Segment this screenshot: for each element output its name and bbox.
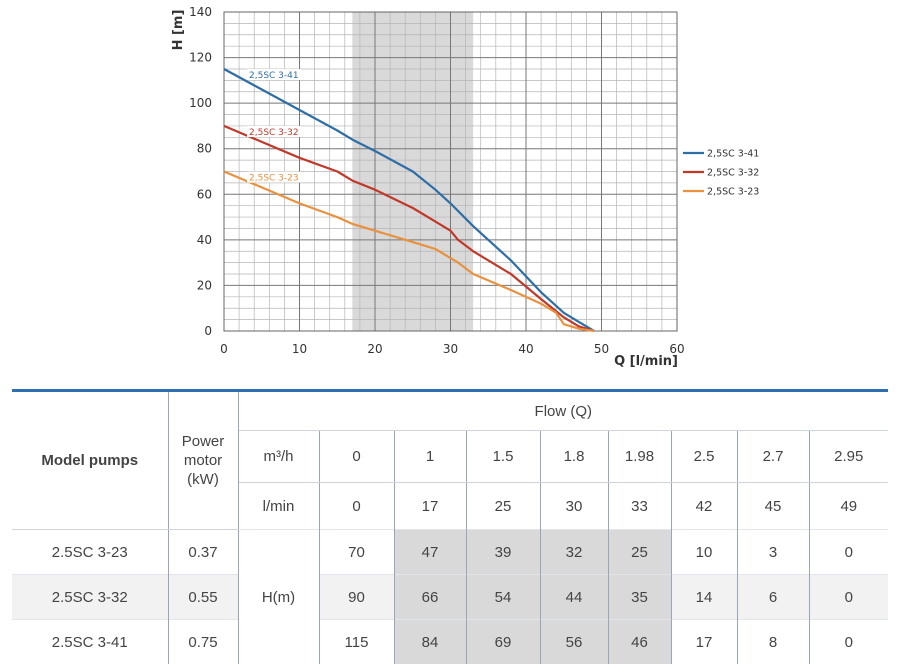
unit-m3h-label: m³/h xyxy=(238,430,320,483)
head-value-cell: 69 xyxy=(466,619,541,664)
head-value-cell: 70 xyxy=(319,529,395,575)
model-pumps-header: Model pumps xyxy=(12,389,169,530)
head-value-cell: 0 xyxy=(809,619,889,664)
y-tick-label: 120 xyxy=(189,51,212,65)
head-value-cell: 66 xyxy=(394,574,467,620)
y-tick-label: 40 xyxy=(197,233,212,247)
head-value-cell: 14 xyxy=(671,574,738,620)
head-value-cell: 84 xyxy=(394,619,467,664)
power-cell: 0.37 xyxy=(168,529,239,575)
flow-m3h-cell: 1.98 xyxy=(608,430,672,483)
head-value-cell: 32 xyxy=(540,529,609,575)
x-tick-label: 50 xyxy=(594,342,609,356)
major-grid xyxy=(223,11,678,332)
x-tick-label: 10 xyxy=(292,342,307,356)
series-inline-label: 2,5SC 3-23 xyxy=(249,174,299,184)
unit-head-label: H(m) xyxy=(238,529,320,664)
unit-lmin-label: l/min xyxy=(238,482,320,530)
legend-entry: 2,5SC 3-32 xyxy=(707,168,759,179)
series-layer: 2,5SC 3-41 2,5SC 3-32 2,5SC 3-23 xyxy=(223,68,595,333)
head-value-cell: 115 xyxy=(319,619,395,664)
flow-lmin-cell: 33 xyxy=(608,482,672,530)
head-value-cell: 47 xyxy=(394,529,467,575)
head-value-cell: 39 xyxy=(466,529,541,575)
flow-m3h-cell: 2.7 xyxy=(737,430,810,483)
legend: 2,5SC 3-41 2,5SC 3-32 2,5SC 3-23 xyxy=(683,149,759,198)
series-inline-label-bg xyxy=(247,171,301,183)
head-value-cell: 0 xyxy=(809,529,889,575)
table-row: 2.5SC 3-23 0.37 H(m) 70 47 39 32 25 10 3 0 xyxy=(12,529,889,664)
y-tick-label: 140 xyxy=(189,5,212,19)
y-tick-label: 20 xyxy=(197,278,212,292)
head-value-cell: 0 xyxy=(809,574,889,620)
y-axis-label: H [m] xyxy=(171,10,186,51)
model-cell: 2.5SC 3-32 xyxy=(12,574,169,620)
x-tick-label: 30 xyxy=(443,342,458,356)
series-line xyxy=(223,170,595,333)
head-value-cell: 6 xyxy=(737,574,810,620)
head-value-cell: 10 xyxy=(671,529,738,575)
flow-m3h-cell: 1.5 xyxy=(466,430,541,483)
flow-lmin-cell: 42 xyxy=(671,482,738,530)
flow-lmin-cell: 17 xyxy=(394,482,467,530)
power-cell: 0.75 xyxy=(168,619,239,664)
legend-entry: 2,5SC 3-41 xyxy=(707,149,759,160)
y-tick-label: 60 xyxy=(197,187,212,201)
flow-m3h-cell: 2.5 xyxy=(671,430,738,483)
flow-lmin-cell: 30 xyxy=(540,482,609,530)
x-tick-label: 60 xyxy=(669,342,684,356)
flow-lmin-cell: 0 xyxy=(319,482,395,530)
y-tick-label: 100 xyxy=(189,96,212,110)
flow-m3h-cell: 1 xyxy=(394,430,467,483)
x-tick-label: 0 xyxy=(220,342,228,356)
table-row: 2.5SC 3-32 0.55 90 66 54 44 35 14 6 0 xyxy=(12,574,889,620)
model-cell: 2.5SC 3-41 xyxy=(12,619,169,664)
power-motor-header: Power motor (kW) xyxy=(168,389,239,530)
head-value-cell: 8 xyxy=(737,619,810,664)
head-value-cell: 35 xyxy=(608,574,672,620)
tick-labels: 0 10 20 30 40 50 60 0 20 40 60 80 100 120 140 xyxy=(189,5,685,356)
model-cell: 2.5SC 3-23 xyxy=(12,529,169,575)
flow-m3h-cell: 0 xyxy=(319,430,395,483)
series-inline-label-bg xyxy=(247,69,301,81)
pump-performance-chart: 2,5SC 3-41 2,5SC 3-32 2,5SC 3-23 0 10 20 30 40… xyxy=(171,5,759,369)
flow-lmin-cell: 49 xyxy=(840,497,858,515)
y-tick-label: 0 xyxy=(204,324,212,338)
x-axis-label: Q [l/min] xyxy=(614,354,678,369)
table-row: 2.5SC 3-41 0.75 115 84 69 56 46 17 8 0 xyxy=(12,619,889,664)
head-value-cell: 46 xyxy=(608,619,672,664)
series-line xyxy=(223,124,595,333)
y-tick-label: 80 xyxy=(197,142,212,156)
head-value-cell: 17 xyxy=(671,619,738,664)
head-value-cell: 3 xyxy=(737,529,810,575)
flow-m3h-cell: 1.8 xyxy=(540,430,609,483)
x-tick-label: 20 xyxy=(367,342,382,356)
head-value-cell: 25 xyxy=(608,529,672,575)
legend-entry: 2,5SC 3-23 xyxy=(707,187,759,198)
flow-m3h-cell: 2.95 xyxy=(809,430,889,483)
head-value-cell: 56 xyxy=(540,619,609,664)
flow-header: Flow (Q) xyxy=(238,389,889,431)
flow-lmin-cell: 45 xyxy=(737,482,810,530)
head-value-cell: 44 xyxy=(540,574,609,620)
x-tick-label: 40 xyxy=(518,342,533,356)
series-inline-label: 2,5SC 3-32 xyxy=(249,128,299,138)
series-inline-label-bg xyxy=(247,126,301,138)
head-value-cell: 90 xyxy=(319,574,395,620)
power-cell: 0.55 xyxy=(168,574,239,620)
flow-lmin-cell: 25 xyxy=(466,482,541,530)
performance-table: Model pumps Power motor (kW) Flow (Q) m³… xyxy=(12,389,889,664)
series-inline-label: 2,5SC 3-41 xyxy=(249,71,299,81)
series-line xyxy=(223,68,595,332)
head-value-cell: 54 xyxy=(466,574,541,620)
